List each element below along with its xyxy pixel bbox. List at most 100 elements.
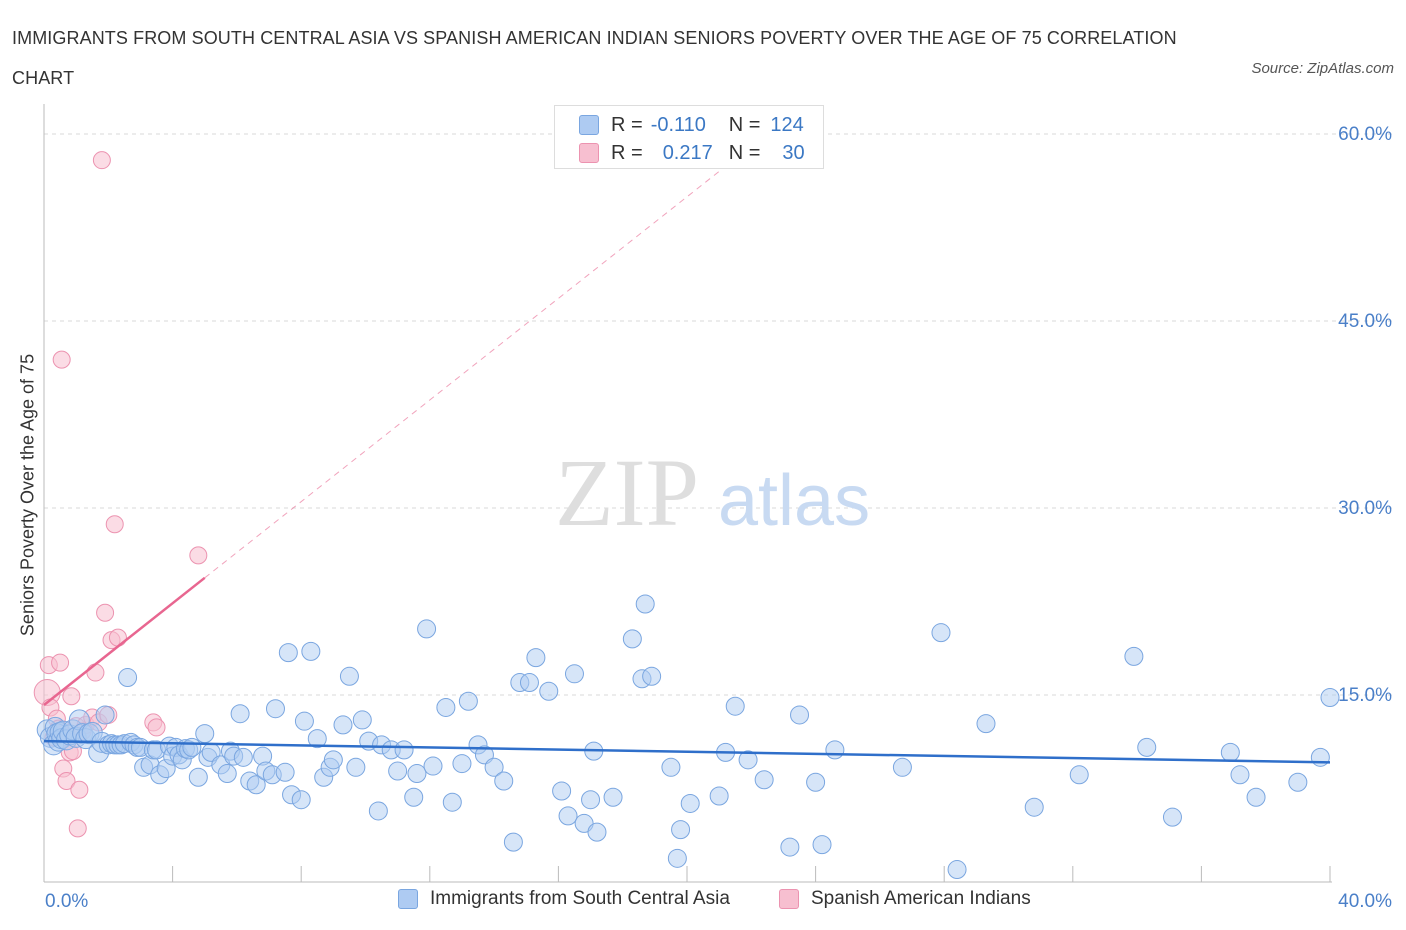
data-point-south-central-asia (436, 697, 456, 717)
data-point-south-central-asia (539, 681, 559, 701)
data-point-south-central-asia (526, 648, 546, 668)
legend-swatch-pink (779, 889, 799, 909)
data-point-south-central-asia (806, 772, 826, 792)
legend-item-spanish-american-indians: Spanish American Indians (779, 888, 1031, 910)
data-point-south-central-asia (230, 704, 250, 724)
data-point-south-central-asia (494, 771, 514, 791)
data-point-south-central-asia (182, 737, 202, 757)
data-point-south-central-asia (294, 711, 314, 731)
data-point-south-central-asia (1220, 742, 1240, 762)
data-point-south-central-asia (503, 832, 523, 852)
data-point-south-central-asia (278, 643, 298, 663)
chart-title: IMMIGRANTS FROM SOUTH CENTRAL ASIA VS SP… (12, 28, 1177, 88)
data-point-south-central-asia (1310, 747, 1330, 767)
data-point-south-central-asia (333, 715, 353, 735)
data-point-spanish-american-indians (105, 515, 124, 534)
r-label: R = (611, 113, 643, 136)
data-point-south-central-asia (388, 761, 408, 781)
data-point-south-central-asia (738, 750, 758, 770)
watermark-atlas: atlas (718, 461, 870, 541)
y-tick-labels: 15.0% 30.0% 45.0% 60.0% (1338, 124, 1392, 706)
data-point-south-central-asia (564, 664, 584, 684)
grid-lines (44, 133, 1392, 696)
r-value: 0.217 (662, 141, 713, 164)
legend-item-south-central-asia: Immigrants from South Central Asia (398, 888, 730, 910)
stats-row-spanish-american-indians: R = 0.217 N = 30 (579, 140, 805, 166)
data-point-south-central-asia (423, 756, 443, 776)
data-point-south-central-asia (1288, 772, 1308, 792)
data-point-spanish-american-indians (96, 603, 115, 622)
data-point-south-central-asia (1124, 646, 1144, 666)
n-label: N = (728, 113, 761, 136)
data-point-south-central-asia (346, 757, 366, 777)
data-point-south-central-asia (188, 767, 208, 787)
data-point-south-central-asia (417, 619, 437, 639)
data-point-south-central-asia (275, 762, 295, 782)
data-point-spanish-american-indians (57, 772, 76, 791)
data-point-south-central-asia (265, 699, 285, 719)
data-point-south-central-asia (195, 724, 215, 744)
data-point-south-central-asia (233, 747, 253, 767)
data-point-south-central-asia (352, 710, 372, 730)
x-tick-labels: 0.0% 40.0% (45, 891, 1392, 912)
data-point-south-central-asia (394, 740, 414, 760)
data-point-south-central-asia (404, 787, 424, 807)
n-value: 124 (770, 113, 804, 136)
y-tick-label: 30.0% (1338, 498, 1392, 519)
data-point-south-central-asia (217, 764, 237, 784)
data-point-south-central-asia (622, 629, 642, 649)
watermark-zip: ZIP (555, 439, 699, 546)
n-label: N = (728, 141, 761, 164)
stats-row-south-central-asia: R = -0.110 N = 124 (579, 112, 804, 138)
data-point-south-central-asia (95, 705, 115, 725)
trend-lines (43, 171, 1331, 764)
data-point-south-central-asia (1320, 687, 1340, 707)
data-point-south-central-asia (484, 757, 504, 777)
x-tick-label-min: 0.0% (45, 891, 88, 912)
data-point-south-central-asia (790, 705, 810, 725)
data-point-south-central-asia (680, 793, 700, 813)
series-legend: Immigrants from South Central Asia Spani… (0, 888, 1406, 916)
data-point-south-central-asia (1137, 737, 1157, 757)
legend-label: Spanish American Indians (811, 888, 1031, 909)
data-point-south-central-asia (339, 666, 359, 686)
data-point-south-central-asia (635, 594, 655, 614)
data-point-south-central-asia (452, 754, 472, 774)
data-point-south-central-asia (812, 835, 832, 855)
legend-label: Immigrants from South Central Asia (430, 888, 730, 909)
x-tick-label-max: 40.0% (1338, 891, 1392, 912)
south-central-asia-points (36, 594, 1340, 880)
y-tick-label: 45.0% (1338, 311, 1392, 332)
data-point-south-central-asia (1024, 797, 1044, 817)
data-point-south-central-asia (671, 820, 691, 840)
data-point-south-central-asia (368, 801, 388, 821)
watermark: ZIP atlas (555, 439, 870, 546)
data-point-south-central-asia (976, 714, 996, 734)
data-point-south-central-asia (552, 781, 572, 801)
data-point-south-central-asia (667, 848, 687, 868)
data-point-spanish-american-indians (52, 350, 71, 369)
data-point-south-central-asia (323, 750, 343, 770)
data-point-south-central-asia (558, 806, 578, 826)
data-point-spanish-american-indians (70, 780, 89, 799)
data-point-south-central-asia (301, 641, 321, 661)
data-point-south-central-asia (291, 790, 311, 810)
trend-line-south-central-asia (43, 739, 1331, 764)
data-point-south-central-asia (642, 666, 662, 686)
y-tick-label: 60.0% (1338, 124, 1392, 145)
data-point-south-central-asia (407, 764, 427, 784)
y-tick-label: 15.0% (1338, 685, 1392, 706)
data-point-south-central-asia (780, 837, 800, 857)
data-point-spanish-american-indians (92, 151, 111, 170)
data-point-south-central-asia (118, 668, 138, 688)
legend-swatch-blue (398, 889, 418, 909)
data-point-south-central-asia (754, 770, 774, 790)
data-point-south-central-asia (442, 792, 462, 812)
data-point-spanish-american-indians (68, 819, 87, 838)
data-point-south-central-asia (246, 775, 266, 795)
data-point-south-central-asia (458, 691, 478, 711)
data-point-spanish-american-indians (86, 663, 105, 682)
data-point-south-central-asia (519, 673, 539, 693)
data-point-south-central-asia (947, 860, 967, 880)
